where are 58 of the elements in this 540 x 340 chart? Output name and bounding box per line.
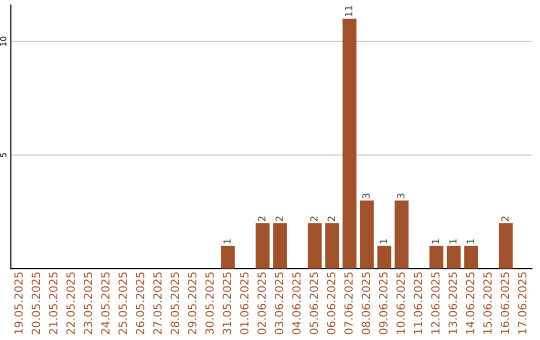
x-tick-label: 23.05.2025 [84,272,92,334]
data-label: 1 [432,239,440,244]
bar [377,246,392,269]
x-tick-label: 20.05.2025 [32,272,40,334]
data-label: 2 [501,216,509,222]
bar [325,223,340,269]
x-tick-label: 13.06.2025 [448,272,457,334]
x-tick-label: 25.05.2025 [118,272,127,334]
x-tick-label: 27.05.2025 [153,272,162,334]
bar [429,246,444,269]
x-tick-label: 10.06.2025 [396,272,405,334]
x-tick-label: 14.06.2025 [466,272,474,334]
x-tick-label: 07.06.2025 [344,272,353,334]
x-tick-label: 05.06.2025 [310,272,318,334]
data-label: 2 [276,216,283,222]
bar [220,246,235,269]
x-tick-label: 26.05.2025 [136,272,144,334]
x-tick-label: 16.06.2025 [500,272,510,334]
bar [498,223,513,269]
bar [308,223,322,269]
bar [360,200,374,269]
x-tick-label: 29.05.2025 [188,272,196,334]
x-tick-label: 17.06.2025 [518,272,526,334]
x-tick-label: 02.06.2025 [257,272,266,334]
x-tick-label: 06.06.2025 [326,272,336,334]
x-tick-label: 12.06.2025 [431,272,440,334]
bar [256,223,270,269]
data-label: 1 [449,239,456,244]
x-tick-label: 28.05.2025 [170,272,180,334]
x-tick-label: 24.05.2025 [101,272,110,334]
y-tick-label: 10 [0,36,6,46]
data-label: 2 [310,216,318,222]
bar [446,246,461,269]
data-label: 1 [224,239,231,244]
data-label: 2 [258,216,266,222]
x-tick-label: 31.05.2025 [222,272,232,334]
x-tick-label: 01.06.2025 [240,272,249,334]
data-label: 11 [345,6,352,16]
x-tick-label: 30.05.2025 [205,272,214,334]
x-tick-label: 08.06.2025 [362,272,370,334]
x-tick-label: 22.05.2025 [66,272,75,334]
data-label: 1 [380,239,387,244]
x-tick-label: 19.05.2025 [14,272,23,334]
data-label: 1 [466,239,474,244]
x-tick-label: 04.06.2025 [292,272,301,334]
x-tick-label: 15.06.2025 [483,272,492,334]
data-label: 2 [328,216,335,222]
bar [394,200,409,269]
data-label: 3 [362,194,370,198]
data-label: 3 [397,194,404,198]
bar [342,18,356,269]
x-tick-label: 21.05.2025 [49,272,58,334]
bar [464,246,478,269]
x-tick-label: 03.06.2025 [274,272,284,334]
bar [273,223,287,269]
x-tick-label: 11.06.2025 [414,272,422,334]
y-tick-label: 5 [0,153,6,158]
x-tick-label: 09.06.2025 [379,272,388,334]
